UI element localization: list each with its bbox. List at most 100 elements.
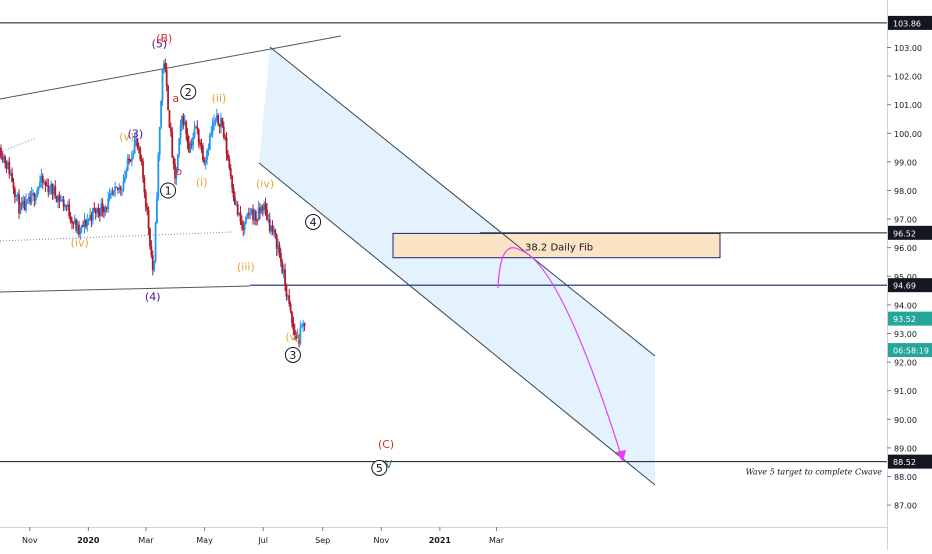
candle-body: [171, 131, 174, 158]
candle-body: [140, 159, 143, 162]
candle-body: [47, 185, 50, 193]
candle-body: [275, 234, 278, 249]
wave-label: (5): [152, 38, 168, 51]
candle-body: [284, 269, 286, 286]
candle-body: [58, 195, 61, 202]
candle-body: [222, 126, 225, 138]
candle-body: [199, 142, 201, 145]
wave-label: (v): [285, 331, 300, 344]
candle-body: [43, 182, 46, 184]
candle-body: [121, 189, 124, 191]
candle-body: [8, 162, 11, 175]
candle-body: [176, 154, 179, 171]
candle-body: [175, 170, 178, 179]
candle-body: [254, 211, 257, 221]
dotted-trendline-lower: [0, 231, 233, 242]
candle-body: [196, 126, 199, 130]
candle-body: [78, 224, 80, 235]
candle-body: [200, 144, 203, 146]
candle-body: [264, 203, 267, 210]
candle-body: [144, 192, 147, 208]
candle-body: [143, 177, 146, 193]
time-axis-label: Jul: [257, 536, 268, 545]
candle-body: [36, 190, 39, 198]
candle-body: [292, 322, 295, 331]
candle-body: [48, 191, 51, 193]
candle-body: [300, 326, 303, 328]
fib-zone-box[interactable]: [392, 232, 721, 259]
candle-body: [85, 219, 87, 227]
candle-body: [46, 185, 48, 187]
candle-body: [186, 133, 189, 143]
candle-body: [18, 194, 20, 214]
candle-body: [27, 197, 30, 200]
channel-fill: [259, 47, 655, 485]
candle-body: [210, 132, 213, 136]
candle-body: [274, 230, 277, 235]
candle-body: [142, 161, 144, 178]
time-axis-bg: [0, 527, 887, 550]
candle-body: [89, 215, 91, 220]
candle-body: [231, 176, 234, 188]
candle-body: [34, 197, 37, 201]
price-axis-label: 100.00: [894, 130, 922, 139]
price-axis-label: 101.00: [894, 101, 922, 110]
candle-body: [266, 209, 268, 221]
candle-body: [201, 145, 204, 160]
candle-body: [83, 219, 86, 228]
candle-body: [239, 212, 242, 222]
price-axis-label: 91.00: [894, 387, 917, 396]
candle-body: [16, 194, 19, 196]
time-axis-label: 2021: [429, 536, 452, 545]
channel-lower-line: [258, 162, 656, 486]
circled-wave-label: 5: [376, 462, 383, 475]
candle-body: [59, 200, 62, 202]
candle-body: [126, 158, 129, 171]
candle-body: [217, 115, 220, 125]
candle-body: [225, 137, 228, 154]
candle-body: [73, 219, 76, 223]
candle-body: [281, 261, 284, 273]
candle-body: [303, 322, 306, 326]
candle-body: [154, 223, 157, 262]
candle-body: [206, 150, 208, 160]
candle-body: [87, 219, 90, 222]
candle-body: [246, 213, 249, 217]
candle-body: [182, 116, 185, 125]
wave-label: a: [172, 92, 179, 105]
candle-body: [26, 199, 29, 201]
candle-body: [79, 227, 82, 235]
price-axis-label: 99.00: [894, 158, 917, 167]
candle-body: [181, 116, 183, 126]
wave-label: (iv): [71, 236, 89, 249]
circled-wave-marker: [305, 213, 322, 230]
candle-body: [179, 125, 182, 139]
candle-body: [195, 126, 197, 128]
price-axis-label: 103.00: [894, 44, 922, 53]
candle-body: [91, 208, 94, 221]
time-axis-label: Sep: [315, 536, 330, 545]
wave-label: (B): [156, 32, 172, 45]
candle-body: [136, 138, 139, 148]
candle-body: [197, 129, 200, 143]
candle-body: [267, 219, 270, 221]
candle-body: [86, 221, 89, 227]
candle-body: [29, 197, 32, 203]
candle-body: [288, 295, 291, 304]
candle-body: [39, 181, 41, 188]
candle-body: [178, 138, 181, 155]
candle-body: [260, 206, 263, 213]
candle-body: [238, 212, 240, 215]
candle-body: [286, 295, 289, 297]
candle-body: [72, 222, 75, 224]
wave-label: IV: [382, 458, 393, 471]
candle-body: [273, 230, 275, 233]
candle-body: [93, 208, 96, 210]
candle-body: [256, 220, 259, 222]
price-badge-label: 94.69: [893, 282, 916, 291]
candle-body: [243, 222, 246, 230]
candle-body: [139, 148, 142, 160]
candle-body: [220, 118, 222, 127]
